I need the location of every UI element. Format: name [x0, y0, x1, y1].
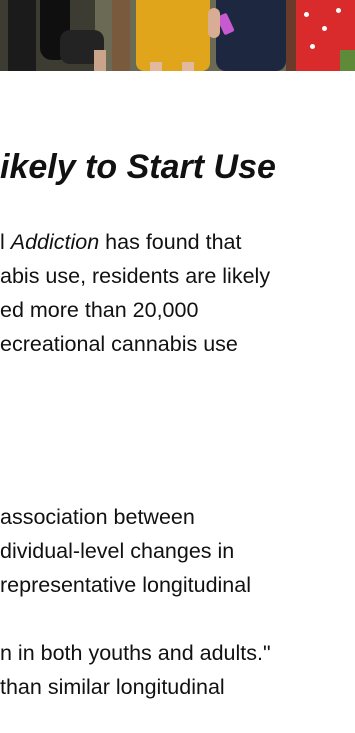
body-line: than similar longitudinal	[0, 675, 225, 699]
article-headline: ikely to Start Use	[0, 148, 276, 186]
intro-line: ed more than 20,000	[0, 298, 199, 322]
intro-line: ecreational cannabis use	[0, 332, 238, 356]
body-line: dividual-level changes in	[0, 539, 235, 563]
hero-photo	[0, 0, 355, 71]
body-line: association between	[0, 505, 195, 529]
intro-line: l Addiction has found that	[0, 230, 242, 254]
journal-name: Addiction	[10, 230, 100, 254]
body-paragraph: association between dividual-level chang…	[0, 500, 355, 704]
body-line: representative longitudinal	[0, 573, 251, 597]
body-line: n in both youths and adults."	[0, 641, 271, 665]
intro-paragraph: l Addiction has found that abis use, res…	[0, 225, 355, 361]
body-line	[0, 602, 355, 636]
intro-line: abis use, residents are likely	[0, 264, 271, 288]
